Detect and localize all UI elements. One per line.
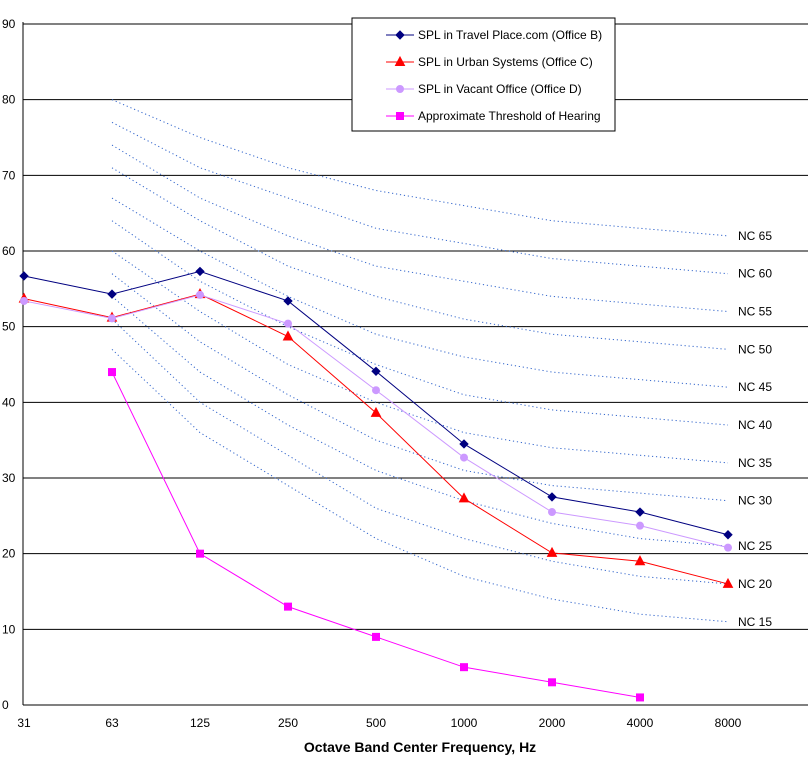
x-tick-label-1000: 1000 <box>451 716 478 730</box>
series-3-point-250 <box>284 319 292 328</box>
series-layer <box>18 266 734 702</box>
series-3-point-2000 <box>548 508 556 517</box>
x-tick-label-500: 500 <box>366 716 386 730</box>
x-tick-label-8000: 8000 <box>715 716 742 730</box>
series-3-point-125 <box>196 290 204 299</box>
series-1-point-1000 <box>459 439 469 449</box>
nc-55-label: NC 55 <box>738 305 772 319</box>
nc-25-curve <box>111 296 729 547</box>
series-3-point-1000 <box>460 453 468 462</box>
series-4-point-500 <box>372 632 380 641</box>
series-1-line <box>23 270 729 536</box>
legend: SPL in Travel Place.com (Office B) SPL in… <box>351 17 616 132</box>
series-4-point-2000 <box>548 678 556 687</box>
y-tick-label-20: 20 <box>2 547 16 561</box>
nc-60-label: NC 60 <box>738 267 772 281</box>
x-tick-label-125: 125 <box>190 716 210 730</box>
y-tick-label-0: 0 <box>2 698 9 712</box>
nc-50-curve <box>111 167 729 350</box>
series-4-point-250 <box>284 602 292 611</box>
y-tick-label-90: 90 <box>2 17 16 31</box>
series-1-point-63 <box>107 289 117 299</box>
series-3-point-8000 <box>724 543 732 552</box>
series-3-point-500 <box>372 386 380 395</box>
nc-15-label: NC 15 <box>738 615 772 629</box>
x-tick-label-4000: 4000 <box>627 716 654 730</box>
series-2-point-500 <box>370 406 382 417</box>
y-tick-label-60: 60 <box>2 244 16 258</box>
nc-30-curve <box>111 273 729 502</box>
series-3-line <box>23 294 729 549</box>
nc-30-label: NC 30 <box>738 494 772 508</box>
y-tick-label-80: 80 <box>2 93 16 107</box>
legend-item-3-label: SPL in Vacant Office (Office D) <box>418 82 582 96</box>
nc-35-label: NC 35 <box>738 456 772 470</box>
y-tick-label-50: 50 <box>2 320 16 334</box>
nc-50-label: NC 50 <box>738 342 772 356</box>
series-2-line <box>23 293 729 585</box>
nc-35-curve <box>111 250 729 464</box>
nc-45-curve <box>111 197 729 388</box>
series-1-point-8000 <box>723 530 733 540</box>
series-1-point-500 <box>371 366 381 377</box>
nc-20-curve <box>111 318 729 585</box>
x-axis-title: Octave Band Center Frequency, Hz <box>304 739 536 755</box>
legend-box <box>351 17 616 132</box>
legend-item-1-label: SPL in Travel Place.com (Office B) <box>418 28 602 42</box>
series-2-point-1000 <box>458 492 470 503</box>
axes-layer: 0 10 20 30 40 50 60 70 80 90 31 63 125 250 500 1000 2000… <box>2 17 808 730</box>
x-tick-label-250: 250 <box>278 716 298 730</box>
nc-45-label: NC 45 <box>738 380 772 394</box>
legend-item-2-marker <box>394 55 406 66</box>
legend-item-4-label: Approximate Threshold of Hearing <box>418 109 601 123</box>
nc-40-curve <box>111 220 729 426</box>
nc-20-label: NC 20 <box>738 577 772 591</box>
legend-item-4-marker <box>396 112 404 120</box>
series-3-point-4000 <box>636 521 644 530</box>
series-4-point-63 <box>108 368 116 377</box>
nc-25-label: NC 25 <box>738 539 772 553</box>
nc-65-label: NC 65 <box>738 229 772 243</box>
series-1-point-125 <box>195 266 205 277</box>
nc-40-label: NC 40 <box>738 418 772 432</box>
series-4-point-125 <box>196 549 204 558</box>
nc-55-curve <box>111 144 729 313</box>
y-tick-label-30: 30 <box>2 471 16 485</box>
nc-65-curve <box>111 99 729 237</box>
series-2-point-4000 <box>634 555 646 566</box>
series-3-point-31 <box>20 296 28 305</box>
x-tick-label-2000: 2000 <box>539 716 566 730</box>
series-3-point-63 <box>108 314 116 323</box>
series-4-point-1000 <box>460 663 468 672</box>
series-4-point-4000 <box>636 693 644 702</box>
x-tick-label-63: 63 <box>105 716 119 730</box>
y-tick-label-70: 70 <box>2 168 16 182</box>
y-tick-label-40: 40 <box>2 395 16 409</box>
series-1-point-4000 <box>635 507 645 517</box>
series-2-point-250 <box>282 330 294 341</box>
series-4-line <box>111 371 641 698</box>
y-tick-label-10: 10 <box>2 622 16 636</box>
legend-item-1-marker <box>395 30 405 40</box>
x-tick-label-31: 31 <box>17 716 31 730</box>
series-2-point-8000 <box>722 577 734 588</box>
legend-item-3-marker <box>396 85 404 93</box>
series-1-point-2000 <box>547 492 557 502</box>
series-1-point-31 <box>19 271 29 281</box>
legend-item-2-label: SPL in Urban Systems (Office C) <box>418 55 593 69</box>
series-2-point-2000 <box>546 546 558 557</box>
series-1-point-250 <box>283 296 293 306</box>
nc-curves-layer: NC 65 NC 60 NC 55 NC 50 NC 45 NC 40 NC 35 NC 30… <box>111 99 772 629</box>
